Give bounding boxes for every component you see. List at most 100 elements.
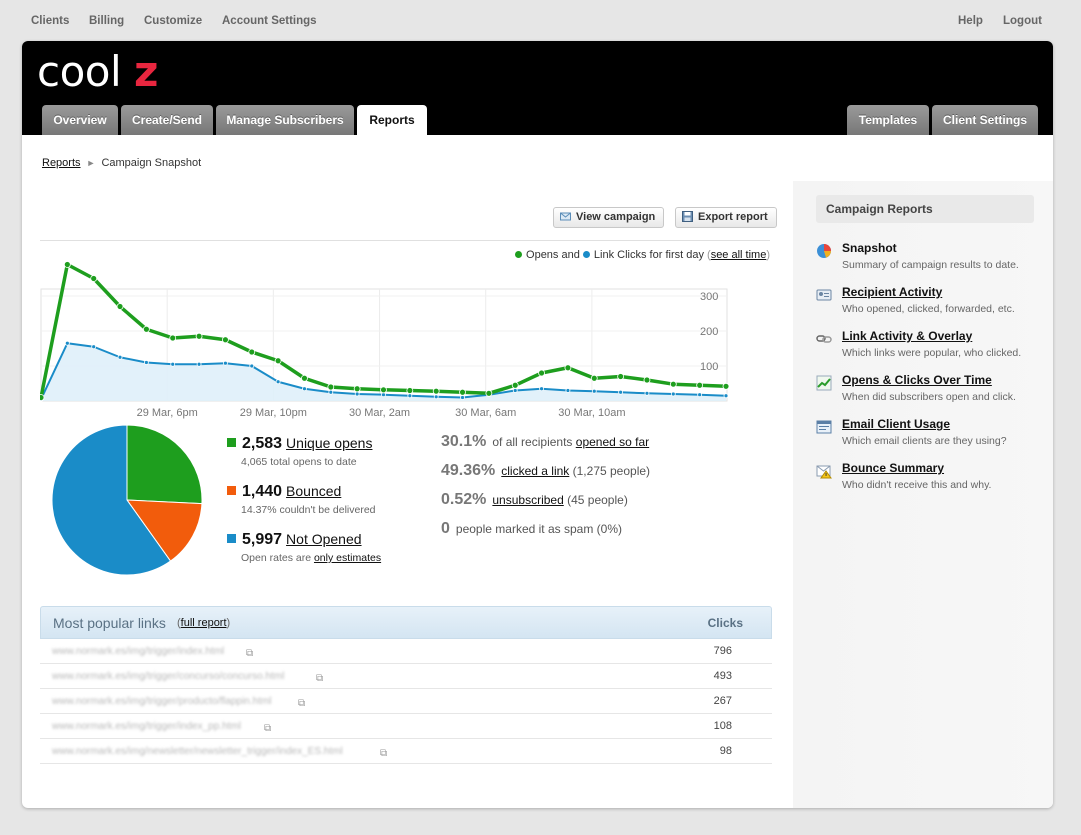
clicks-point [64, 340, 70, 346]
popular-links-table: Most popular links (full report) Clicks … [40, 606, 772, 764]
clicks-point [91, 344, 97, 350]
tab-overview[interactable]: Overview [42, 105, 118, 135]
clicks-point [644, 390, 650, 396]
popular-links-header: Most popular links (full report) Clicks [40, 606, 772, 639]
external-link-icon[interactable]: ⧉ [298, 698, 306, 709]
bounced-link[interactable]: Bounced [286, 483, 342, 499]
external-link-icon[interactable]: ⧉ [316, 673, 324, 684]
bounced-note: 14.37% couldn't be delivered [241, 504, 376, 516]
nav-account-settings[interactable]: Account Settings [222, 15, 317, 27]
breadcrumb-separator-icon: ► [86, 158, 96, 168]
clicks-point [565, 388, 571, 393]
see-all-time-link[interactable]: see all time [710, 249, 767, 261]
link-url[interactable]: www.normark.es/img/trigger/concurso/conc… [52, 671, 285, 682]
clicks-point [618, 389, 624, 395]
clicks-area [41, 343, 726, 401]
opens-point [248, 348, 256, 356]
nav-clients[interactable]: Clients [31, 15, 70, 27]
external-link-icon[interactable]: ⧉ [380, 748, 388, 759]
trend-chart-icon [816, 375, 832, 391]
unique-opens-count: 2,583 [242, 435, 283, 452]
nav-customize[interactable]: Customize [144, 15, 203, 27]
breadcrumb-reports-link[interactable]: Reports [42, 157, 81, 169]
clicks-point [223, 360, 228, 366]
pie-slice-unique-opens [126, 425, 202, 505]
only-estimates-link[interactable]: only estimates [313, 552, 382, 564]
table-row: www.normark.es/img/newsletter/newsletter… [40, 739, 772, 764]
tab-client-settings[interactable]: Client Settings [932, 105, 1038, 135]
view-campaign-label: View campaign [576, 211, 656, 223]
green-square-icon [227, 438, 236, 447]
link-url[interactable]: www.normark.es/img/newsletter/newsletter… [52, 746, 343, 757]
save-disk-icon [682, 211, 693, 222]
sidebar-item-title: Bounce Summary [842, 461, 945, 475]
unique-opens-link[interactable]: Unique opens [286, 435, 373, 451]
opens-point [643, 376, 651, 384]
export-report-button[interactable]: Export report [675, 207, 777, 228]
nav-help[interactable]: Help [958, 15, 983, 27]
brand-logo[interactable]: cool z [37, 47, 158, 96]
clicks-point [512, 388, 518, 393]
x-tick-label: 30 Mar, 2am [349, 407, 410, 419]
opens-point [90, 275, 98, 282]
view-campaign-button[interactable]: View campaign [553, 207, 665, 228]
full-report-wrapper: (full report) [177, 617, 231, 629]
sidebar-item-desc: Which email clients are they using? [842, 435, 1007, 447]
chart-legend: Opens and Link Clicks for first day (see… [482, 249, 770, 261]
id-card-icon [816, 289, 832, 301]
opens-point [63, 261, 71, 268]
tab-manage-subscribers[interactable]: Manage Subscribers [216, 105, 354, 135]
nav-logout[interactable]: Logout [1003, 15, 1042, 27]
opens-clicks-chart: 100 200 300 29 Mar, 6pm 29 Mar, 10pm 30 Mar, … [40, 261, 730, 419]
pie-slice-bounced [125, 499, 202, 562]
clicks-point [723, 393, 729, 399]
external-link-icon[interactable]: ⧉ [246, 648, 254, 659]
opens-point [142, 325, 150, 333]
full-report-link[interactable]: full report [180, 617, 227, 629]
link-url[interactable]: www.normark.es/img/trigger/producto/flap… [52, 696, 272, 707]
opens-point [116, 303, 124, 310]
opened-percent: 30.1% [441, 433, 487, 450]
table-row: www.normark.es/img/trigger/concurso/conc… [40, 664, 772, 689]
bounced-count: 1,440 [242, 483, 283, 500]
clicked-link[interactable]: clicked a link [501, 464, 570, 478]
opens-point [564, 364, 572, 372]
opens-point [485, 389, 493, 397]
email-client-icon [816, 420, 832, 434]
brand-accent: z [134, 47, 158, 96]
app-header: cool z Overview Create/Send Manage Subsc… [22, 41, 1053, 135]
spam-text: people marked it as spam (0%) [455, 522, 622, 536]
tab-create-send[interactable]: Create/Send [121, 105, 213, 135]
table-row: www.normark.es/img/trigger/index_pp.html… [40, 714, 772, 739]
sidebar-item-title: Link Activity & Overlay [842, 329, 973, 343]
rate-unsubscribed: 0.52% unsubscribed (45 people) [441, 491, 628, 509]
clicks-point [381, 392, 386, 398]
nav-billing[interactable]: Billing [89, 15, 125, 27]
opens-point [617, 373, 625, 380]
opens-point [353, 385, 361, 393]
tab-templates[interactable]: Templates [847, 105, 929, 135]
open-rates-text: Open rates are [241, 552, 312, 564]
unsubscribed-link[interactable]: unsubscribed [492, 493, 564, 507]
clicks-point [328, 389, 334, 395]
clicks-point [460, 395, 465, 400]
not-opened-link[interactable]: Not Opened [286, 531, 362, 547]
link-url[interactable]: www.normark.es/img/trigger/index.html [52, 646, 225, 657]
breadcrumb-current: Campaign Snapshot [101, 157, 202, 169]
link-url[interactable]: www.normark.es/img/trigger/index_pp.html [52, 721, 241, 732]
opens-point [327, 383, 335, 391]
open-rates-note: Open rates are only estimates [241, 552, 381, 564]
tab-reports[interactable]: Reports [357, 105, 427, 135]
clicks-column-header: Clicks [707, 616, 743, 630]
opened-so-far-link[interactable]: opened so far [575, 435, 650, 449]
envelope-icon [560, 212, 571, 221]
sidebar-item-title: Snapshot [842, 241, 897, 255]
legend-clicks: Link Clicks for first day [593, 249, 704, 261]
opens-point [459, 388, 466, 396]
external-link-icon[interactable]: ⧉ [264, 723, 272, 734]
opens-legend-dot [515, 251, 523, 258]
total-opens-note: 4,065 total opens to date [241, 456, 357, 468]
clicks-point [275, 379, 281, 385]
stat-unique-opens: 2,583 Unique opens 4,065 total opens to d… [227, 435, 372, 468]
clicks-point [196, 361, 202, 367]
